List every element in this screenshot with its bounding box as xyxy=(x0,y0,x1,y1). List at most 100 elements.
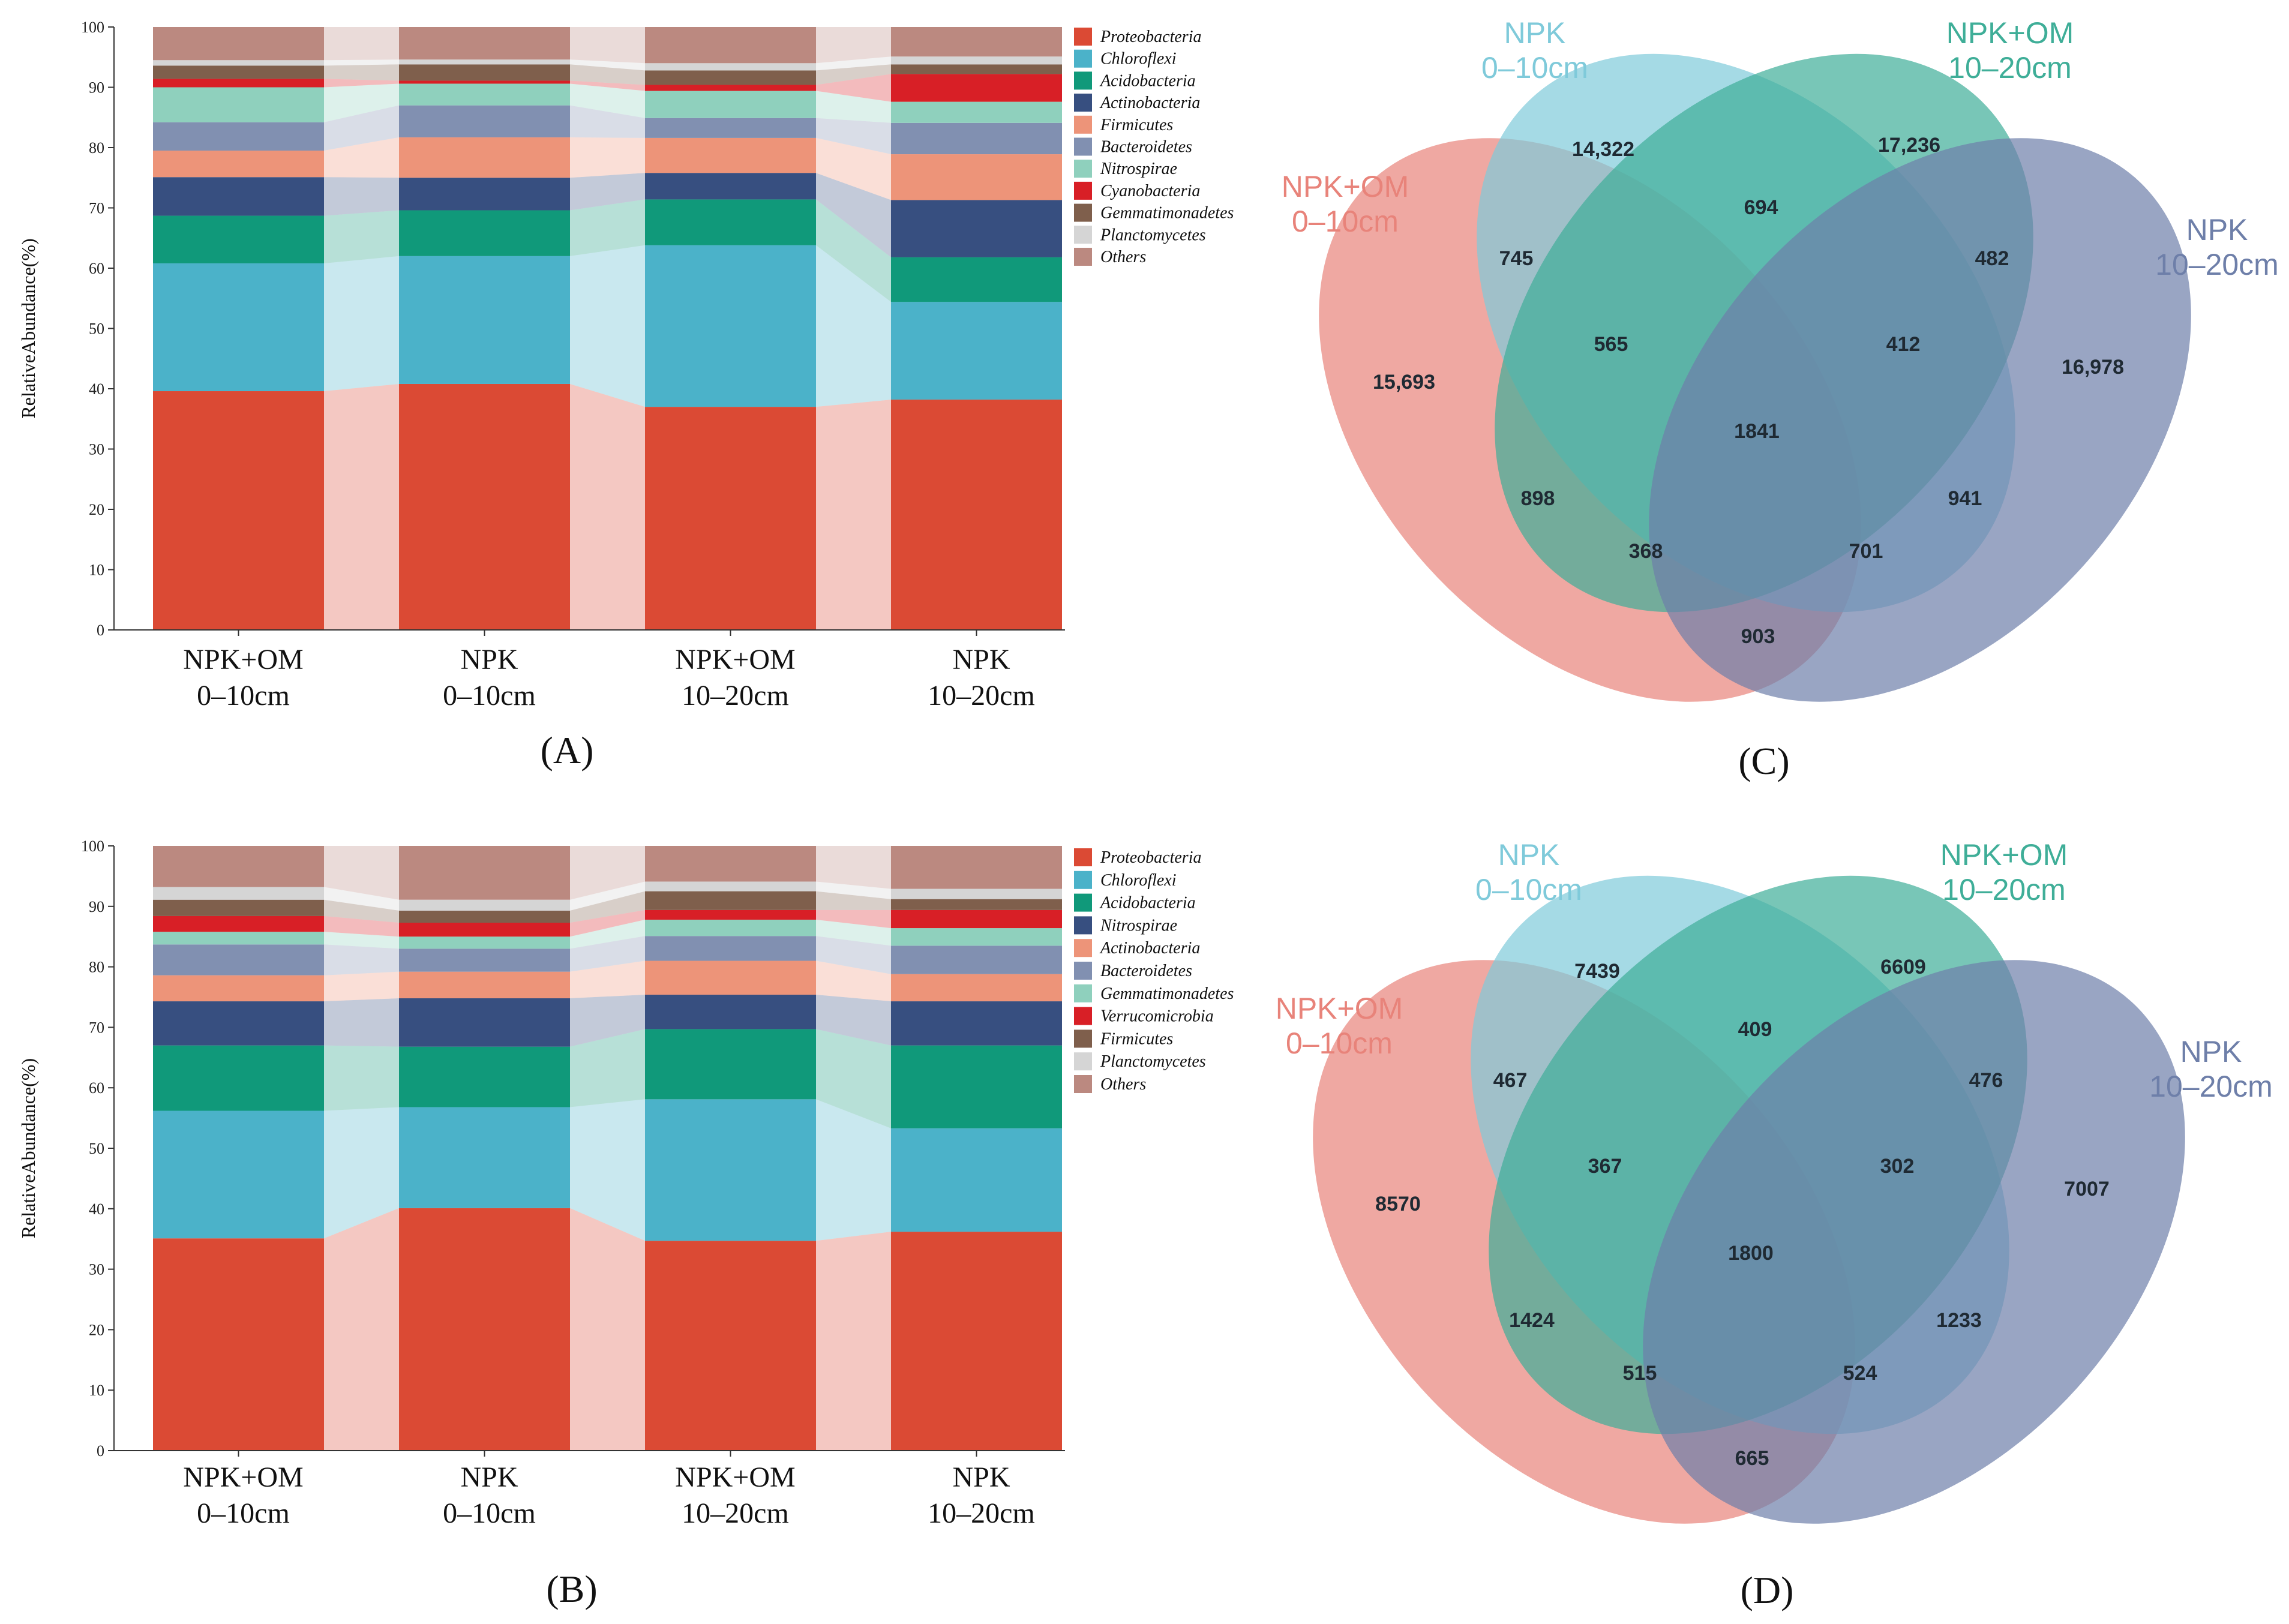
bar-segment-verrucomicrobia xyxy=(891,909,1062,929)
venn-set-label: 0–10cm xyxy=(1292,205,1399,238)
flow-band-bacteroidetes xyxy=(816,936,891,974)
flow-band-proteobacteria xyxy=(570,383,645,630)
legend-label: Chloroflexi xyxy=(1100,871,1177,890)
legend-swatch xyxy=(1074,181,1092,200)
venn-region-count: 898 xyxy=(1521,487,1555,510)
flow-band-nitrospirae xyxy=(324,998,399,1047)
bar-segment-gemmatimonadetes xyxy=(645,919,816,936)
flow-band-others xyxy=(816,27,891,64)
legend-label: Gemmatimonadetes xyxy=(1100,984,1234,1003)
legend-swatch xyxy=(1074,94,1092,112)
venn-set-label: NPK xyxy=(1498,838,1560,872)
bar-segment-chloroflexi xyxy=(645,1099,816,1241)
flow-band-proteobacteria xyxy=(816,400,891,630)
flow-band-verrucomicrobia xyxy=(816,909,891,929)
venn-region-count: 1800 xyxy=(1728,1242,1774,1265)
bar-segment-actinobacteria xyxy=(153,177,324,216)
bar-segment-proteobacteria xyxy=(891,1232,1062,1451)
venn-region-count: 409 xyxy=(1738,1018,1772,1041)
venn-region-count: 694 xyxy=(1744,196,1778,219)
venn-region-count: 665 xyxy=(1735,1447,1769,1470)
bar-segment-cyanobacteria xyxy=(891,74,1062,102)
venn-set-label: 0–10cm xyxy=(1475,873,1582,906)
y-tick-label: 0 xyxy=(97,622,104,639)
flow-band-verrucomicrobia xyxy=(570,909,645,937)
bar-segment-acidobacteria xyxy=(399,210,570,256)
venn-set-label: 10–20cm xyxy=(2149,1070,2273,1103)
flow-band-acidobacteria xyxy=(570,1029,645,1107)
flow-band-firmicutes xyxy=(570,137,645,178)
x-tick-label: 0–10cm xyxy=(443,1497,536,1529)
bar-segment-firmicutes xyxy=(399,910,570,923)
bar-segment-planctomycetes xyxy=(645,63,816,71)
bar-segment-proteobacteria xyxy=(645,1241,816,1451)
venn-set-label: 0–10cm xyxy=(1481,51,1588,85)
flow-band-actinobacteria xyxy=(816,960,891,1002)
y-tick-label: 30 xyxy=(89,1261,104,1278)
flow-band-actinobacteria xyxy=(324,177,399,216)
venn-region-count: 16,978 xyxy=(2062,356,2124,379)
flow-band-nitrospirae xyxy=(324,83,399,122)
legend-label: Cyanobacteria xyxy=(1100,182,1200,200)
bar-segment-others xyxy=(153,27,324,61)
venn-region-count: 745 xyxy=(1499,247,1534,270)
bar-segment-actinobacteria xyxy=(399,971,570,999)
x-tick-label: 10–20cm xyxy=(928,1497,1035,1529)
y-tick-label: 0 xyxy=(97,1442,104,1460)
bar-segment-others xyxy=(153,846,324,887)
flow-band-firmicutes xyxy=(816,137,891,200)
panel-label: (A) xyxy=(541,729,594,772)
bar-segment-firmicutes xyxy=(645,891,816,910)
flow-band-cyanobacteria xyxy=(570,80,645,91)
legend-label: Others xyxy=(1100,248,1146,266)
flow-band-chloroflexi xyxy=(324,256,399,392)
bar-segment-firmicutes xyxy=(891,899,1062,910)
flow-band-firmicutes xyxy=(570,891,645,923)
flow-band-actinobacteria xyxy=(570,960,645,999)
bar-chart-a: 0 10 20 30 40 50 60 70 80 90 100 RelativeAbundance(… xyxy=(17,19,1234,772)
bar-segment-nitrospirae xyxy=(891,101,1062,123)
bar-segment-others xyxy=(399,846,570,900)
y-tick-label: 20 xyxy=(89,1321,104,1338)
x-tick-label: NPK xyxy=(952,1461,1010,1493)
legend-swatch xyxy=(1074,1052,1092,1071)
legend-label: Bacteroidetes xyxy=(1100,138,1192,157)
panel-label: (C) xyxy=(1738,740,1789,782)
bar-segment-bacteroidetes xyxy=(399,948,570,972)
venn-set-label: NPK+OM xyxy=(1940,838,2068,872)
y-tick-label: 70 xyxy=(89,1019,104,1036)
legend-swatch xyxy=(1074,71,1092,90)
flow-band-firmicutes xyxy=(324,137,399,178)
venn-set-label: 10–20cm xyxy=(1942,873,2066,906)
venn-region-count: 7439 xyxy=(1574,960,1620,983)
venn-set-label: NPK xyxy=(2186,213,2248,247)
flow-band-gemmatimonadetes xyxy=(570,64,645,85)
x-tick-label: 10–20cm xyxy=(682,680,789,712)
legend-swatch xyxy=(1074,893,1092,912)
bar-segment-firmicutes xyxy=(399,137,570,178)
bar-segment-planctomycetes xyxy=(153,60,324,66)
bar-segment-acidobacteria xyxy=(891,257,1062,302)
flow-band-bacteroidetes xyxy=(570,105,645,138)
y-tick-label: 10 xyxy=(89,1382,104,1399)
venn-region-count: 17,236 xyxy=(1878,134,1940,157)
flow-band-actinobacteria xyxy=(324,971,399,1002)
flow-band-bacteroidetes xyxy=(324,944,399,975)
venn-region-count: 1841 xyxy=(1734,420,1780,443)
venn-region-count: 412 xyxy=(1886,333,1921,356)
y-tick-label: 90 xyxy=(89,898,104,915)
legend-label: Bacteroidetes xyxy=(1100,962,1192,980)
bar-segment-firmicutes xyxy=(645,137,816,173)
legend-label: Acidobacteria xyxy=(1099,894,1196,912)
bar-segment-actinobacteria xyxy=(891,200,1062,257)
bar-segment-gemmatimonadetes xyxy=(891,64,1062,74)
legend-label: Firmicutes xyxy=(1100,116,1173,134)
bar-segment-acidobacteria xyxy=(153,1045,324,1111)
legend-label: Others xyxy=(1100,1075,1146,1094)
legend-swatch xyxy=(1074,160,1092,178)
bar-segment-planctomycetes xyxy=(153,887,324,900)
y-tick-label: 80 xyxy=(89,139,104,157)
flow-band-others xyxy=(570,846,645,900)
flow-band-gemmatimonadetes xyxy=(324,932,399,949)
bar-segment-firmicutes xyxy=(891,154,1062,200)
